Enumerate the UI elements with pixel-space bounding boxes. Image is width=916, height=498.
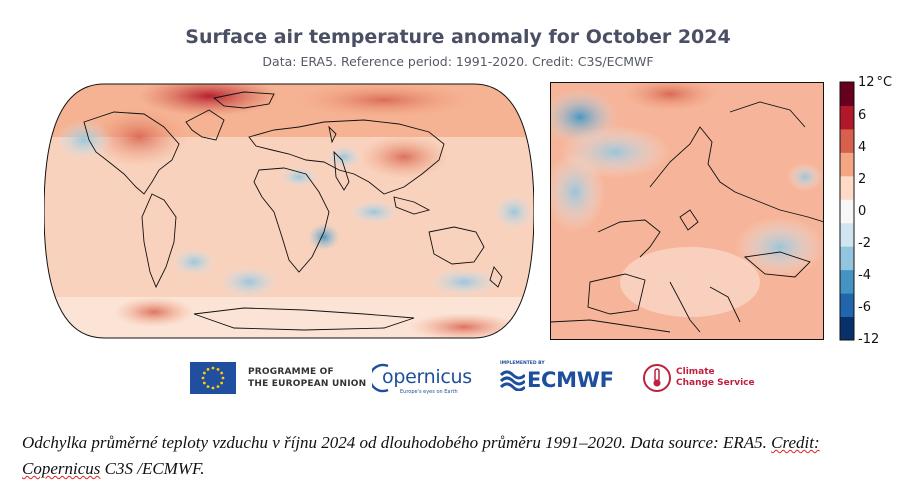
eu-star-icon: [216, 385, 220, 389]
ccs-text: Climate Change Service: [676, 367, 755, 389]
colorbar-segment: [840, 175, 854, 200]
eu-star-icon: [216, 367, 220, 371]
colorbar-segment: [840, 222, 854, 247]
thermometer-icon: [643, 364, 671, 392]
ecmwf-logo-icon: [499, 370, 525, 391]
copernicus-logo-icon: [372, 363, 389, 393]
colorbar-segment: [840, 152, 854, 177]
eu-line-1: PROGRAMME OF: [248, 367, 334, 377]
colorbar: [839, 81, 855, 341]
colorbar-tick-label: 0: [858, 204, 867, 219]
colorbar-tick-label: 12 °C: [858, 75, 893, 90]
colorbar-segment: [840, 316, 854, 341]
ecmwf-wordmark: ECMWF: [527, 368, 614, 392]
logo-row: PROGRAMME OF THE EUROPEAN UNION opernicu…: [0, 360, 916, 404]
chart-subtitle: Data: ERA5. Reference period: 1991-2020.…: [262, 54, 654, 69]
eu-star-icon: [211, 386, 215, 390]
eu-star-icon: [201, 376, 205, 380]
eu-star-icon: [220, 371, 224, 375]
eu-star-icon: [220, 381, 224, 385]
eu-star-icon: [202, 371, 206, 375]
copernicus-wordmark: opernicus: [382, 366, 472, 388]
eu-star-icon: [221, 376, 225, 380]
eu-star-icon: [211, 366, 215, 370]
colorbar-tick-label: -4: [858, 268, 871, 283]
colorbar-segment: [840, 246, 854, 271]
colorbar-unit: °C: [876, 75, 893, 90]
eu-programme-text: PROGRAMME OF THE EUROPEAN UNION: [248, 366, 366, 390]
colorbar-tick-label: -2: [858, 236, 871, 251]
caption-credit-name: Copernicus: [22, 459, 101, 478]
ccs-line-1: Climate: [676, 367, 715, 377]
chart-title: Surface air temperature anomaly for Octo…: [185, 26, 731, 48]
eu-flag-icon: [190, 362, 236, 394]
eu-line-2: THE EUROPEAN UNION: [248, 379, 367, 389]
colorbar-segment: [840, 199, 854, 224]
eu-star-icon: [206, 367, 210, 371]
ccs-line-2: Change Service: [676, 378, 755, 388]
caption-credit-word: Credit:: [771, 433, 820, 452]
colorbar-segment: [840, 269, 854, 294]
eu-star-icon: [206, 385, 210, 389]
europe-anomaly-map: [550, 82, 824, 340]
colorbar-segment: [840, 82, 854, 106]
colorbar-segment: [840, 293, 854, 318]
caption-credit-rest: C3S /ECMWF.: [100, 459, 205, 478]
ecmwf-implemented-by: IMPLEMENTED BY: [500, 361, 545, 366]
copernicus-tagline: Europe's eyes on Earth: [400, 389, 458, 395]
eu-star-icon: [202, 381, 206, 385]
world-anomaly-map: [44, 83, 534, 339]
colorbar-tick-label: 4: [858, 140, 867, 155]
figure-caption: Odchylka průměrné teploty vzduchu v říjn…: [22, 430, 902, 482]
colorbar-tick-label: 2: [858, 172, 867, 187]
colorbar-tick-label: -6: [858, 300, 871, 315]
colorbar-segment: [840, 105, 854, 130]
colorbar-segment: [840, 128, 854, 153]
colorbar-tick-label: 6: [858, 108, 867, 123]
colorbar-tick-label: -12: [858, 332, 880, 347]
caption-text: Odchylka průměrné teploty vzduchu v říjn…: [22, 433, 772, 452]
